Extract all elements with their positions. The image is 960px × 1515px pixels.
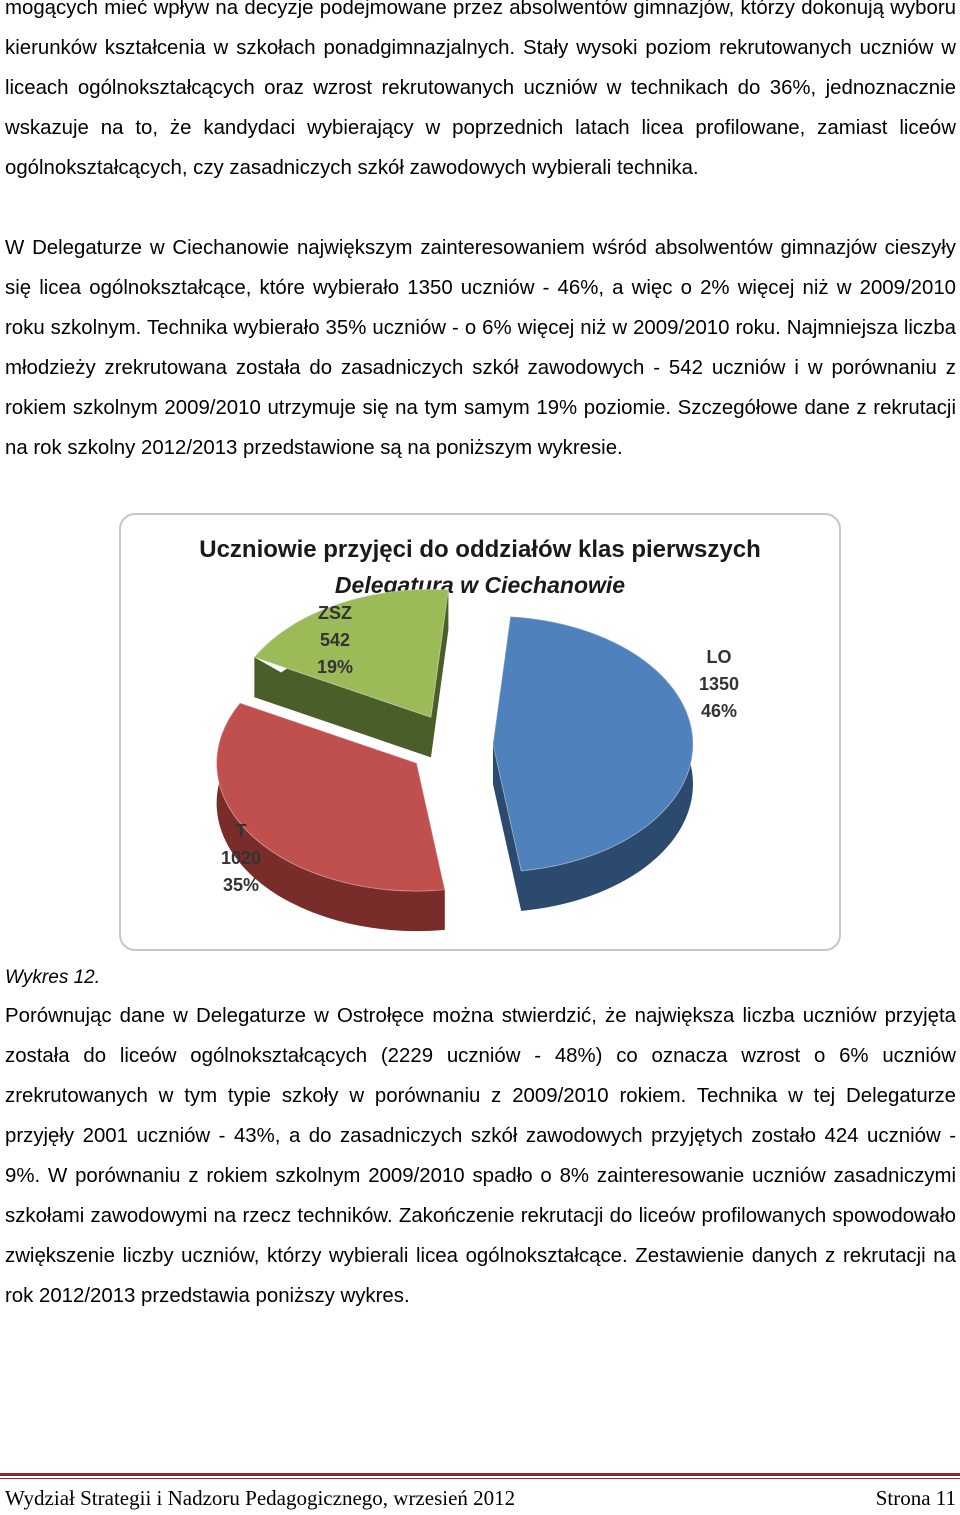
pie-slices [216,588,694,932]
footer-rule [0,1473,960,1476]
footer-rule-thin [0,1478,960,1479]
slice-label-zsz-name: ZSZ [318,603,352,623]
slice-label-zsz-count: 542 [320,630,350,650]
pie-slice-lo [492,616,694,872]
pie-slice-t [216,702,446,892]
pie-chart: Uczniowie przyjęci do oddziałów klas pie… [119,513,841,951]
paragraph-3: Porównując dane w Delegaturze w Ostrołęc… [5,1005,956,1307]
paragraph-2: W Delegaturze w Ciechanowie największym … [5,237,956,459]
footer-page-number: Strona 11 [875,1486,956,1510]
slice-label-t-count: 1020 [221,848,261,868]
slice-label-lo-percent: 46% [701,701,737,721]
slice-label-zsz-percent: 19% [317,657,353,677]
slice-label-lo-name: LO [707,647,732,667]
slice-label-lo-count: 1350 [699,674,739,694]
slice-label-t-name: T [236,821,247,841]
chart-title: Uczniowie przyjęci do oddziałów klas pie… [199,536,760,563]
slice-labels: LO 1350 46% T 1020 35% ZSZ 542 19% [221,603,739,895]
slice-label-t-percent: 35% [223,875,259,895]
pie-slice-zsz [253,588,449,718]
footer-department: Wydział Strategii i Nadzoru Pedagogiczne… [5,1486,516,1510]
paragraph-1: mogących mieć wpływ na decyzje podejmowa… [5,0,956,179]
figure-caption: Wykres 12. [5,967,101,988]
